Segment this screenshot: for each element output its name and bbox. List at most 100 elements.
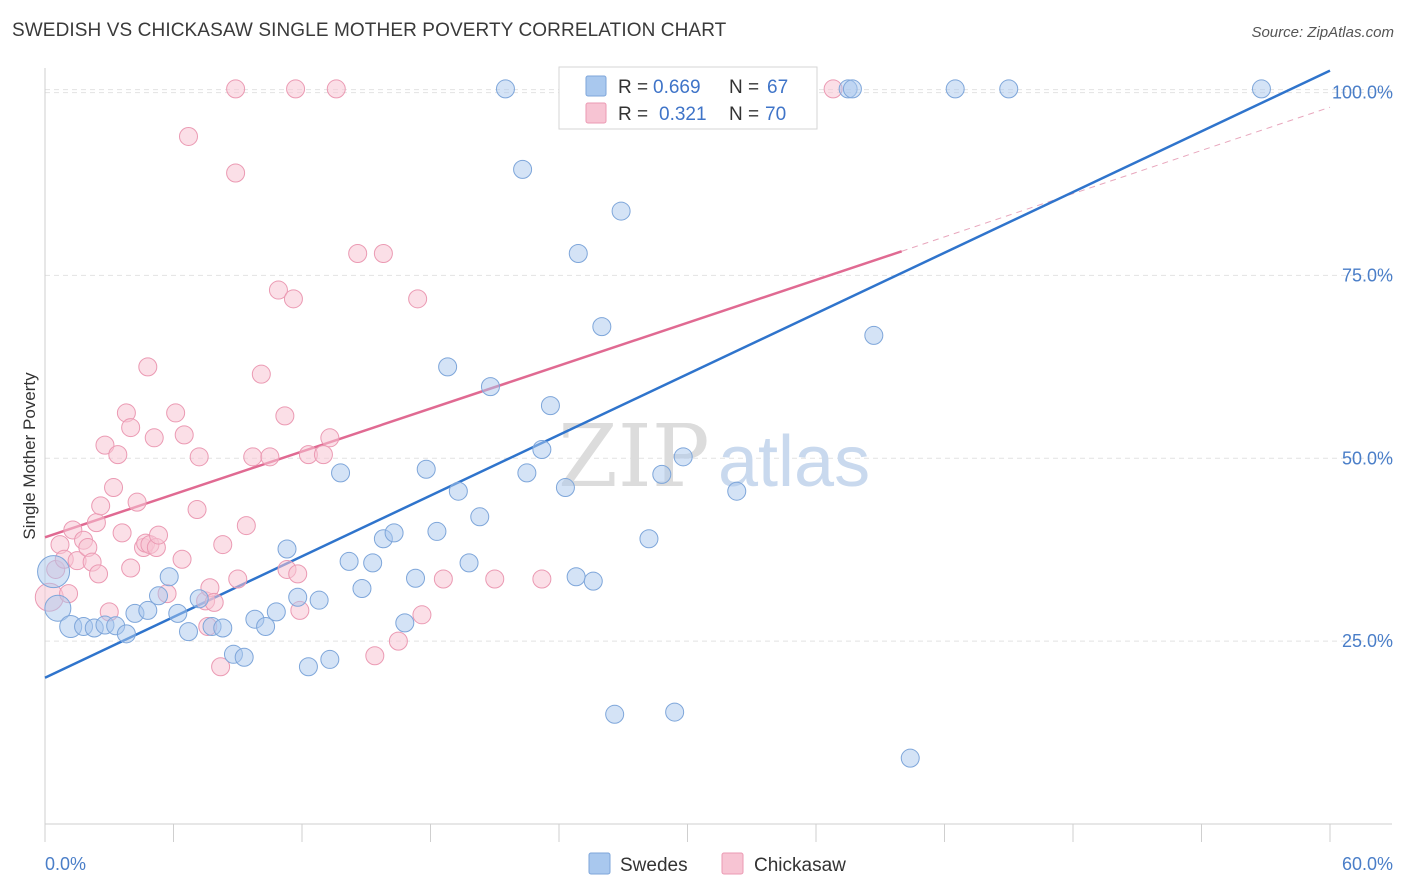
swedes-point [416,459,436,479]
legend-chickasaw-swatch [721,852,744,875]
chickasaw-point [178,126,198,146]
chickasaw-point [260,447,280,467]
x-tick-label: 0.0% [45,854,86,874]
chickasaw-point [412,605,432,625]
chickasaw-point [283,289,303,309]
chickasaw-point [91,496,111,516]
chickasaw-point [286,79,306,99]
chickasaw-point [144,428,164,448]
swedes-point [116,624,136,644]
swedes-point [309,590,329,610]
chickasaw-point [226,79,246,99]
swedes-point [178,622,198,642]
chickasaw-point [288,564,308,584]
chickasaw-point [243,447,263,467]
swedes-point [513,159,533,179]
swedes-point [159,567,179,587]
chickasaw-point [127,492,147,512]
series-legend: Swedes Chickasaw [588,852,846,876]
swedes-r-label: R = [618,77,648,98]
swedes-trend-line [44,69,1331,679]
chickasaw-point [313,445,333,465]
swedes-point [288,587,308,607]
swedes-point [395,613,415,633]
chickasaw-point [95,435,115,455]
swedes-point [568,243,588,263]
chickasaw-point [320,428,340,448]
swedes-point [673,447,693,467]
chickasaw-point [187,499,207,519]
chickasaw-n-label: N = [729,104,759,125]
y-tick-label: 25.0% [1342,631,1393,651]
chickasaw-point [189,447,209,467]
x-tick-labels: 0.0% 60.0% [45,854,1393,874]
swedes-point [727,481,747,501]
swedes-point [652,464,672,484]
chickasaw-n-value: 70 [765,104,786,125]
chickasaw-point [108,445,128,465]
swedes-point [605,704,625,724]
y-axis-title: Single Mother Poverty [20,372,39,540]
swedes-point [339,551,359,571]
swedes-point [427,521,447,541]
swedes-point [352,578,372,598]
y-tick-label: 75.0% [1342,265,1393,285]
gridlines [45,89,1392,642]
watermark: ZIP atlas [558,407,870,507]
chickasaw-point [228,569,248,589]
swedes-point [298,657,318,677]
swedes-swatch [585,75,607,97]
swedes-point [665,702,685,722]
chickasaw-point [213,535,233,555]
y-tick-labels: 25.0% 50.0% 75.0% 100.0% [1332,83,1393,652]
chickasaw-point [373,243,393,263]
swedes-point [639,529,659,549]
swedes-point [999,79,1019,99]
chickasaw-point [112,523,132,543]
chickasaw-point [89,564,109,584]
swedes-point [438,357,458,377]
chickasaw-point [348,243,368,263]
trend-lines [44,69,1331,679]
chickasaw-point [268,280,288,300]
swedes-point [384,523,404,543]
swedes-point [566,567,586,587]
x-tick-label: 60.0% [1342,854,1393,874]
swedes-point [592,317,612,337]
chickasaw-point [485,569,505,589]
swedes-point [266,602,286,622]
chickasaw-point [86,513,106,533]
chickasaw-point [121,558,141,578]
chickasaw-point [149,525,169,545]
swedes-point [44,594,72,622]
chickasaw-point [251,364,271,384]
chart-title: SWEDISH VS CHICKASAW SINGLE MOTHER POVER… [12,20,727,41]
swedes-point [189,589,209,609]
chickasaw-point [388,631,408,651]
chickasaw-r-label: R = [618,104,648,125]
swedes-point [37,555,71,589]
chickasaw-point [174,425,194,445]
chickasaw-swatch [585,102,607,124]
swedes-n-value: 67 [767,77,788,98]
chickasaw-point [408,289,428,309]
swedes-point [540,396,560,416]
swedes-point [480,377,500,397]
swedes-point [277,539,297,559]
chickasaw-point [138,357,158,377]
y-tick-label: 100.0% [1332,83,1393,103]
chickasaw-point [275,406,295,426]
swedes-point [168,603,188,623]
chickasaw-point [433,569,453,589]
swedes-point [256,617,276,637]
legend-swedes-swatch [588,852,611,875]
swedes-point [320,649,340,669]
chickasaw-trend-line [44,250,903,539]
swedes-point [495,79,515,99]
swedes-r-value: 0.669 [653,77,701,98]
swedes-point [363,553,383,573]
swedes-point [1251,79,1271,99]
swedes-point [842,79,862,99]
swedes-point [448,481,468,501]
